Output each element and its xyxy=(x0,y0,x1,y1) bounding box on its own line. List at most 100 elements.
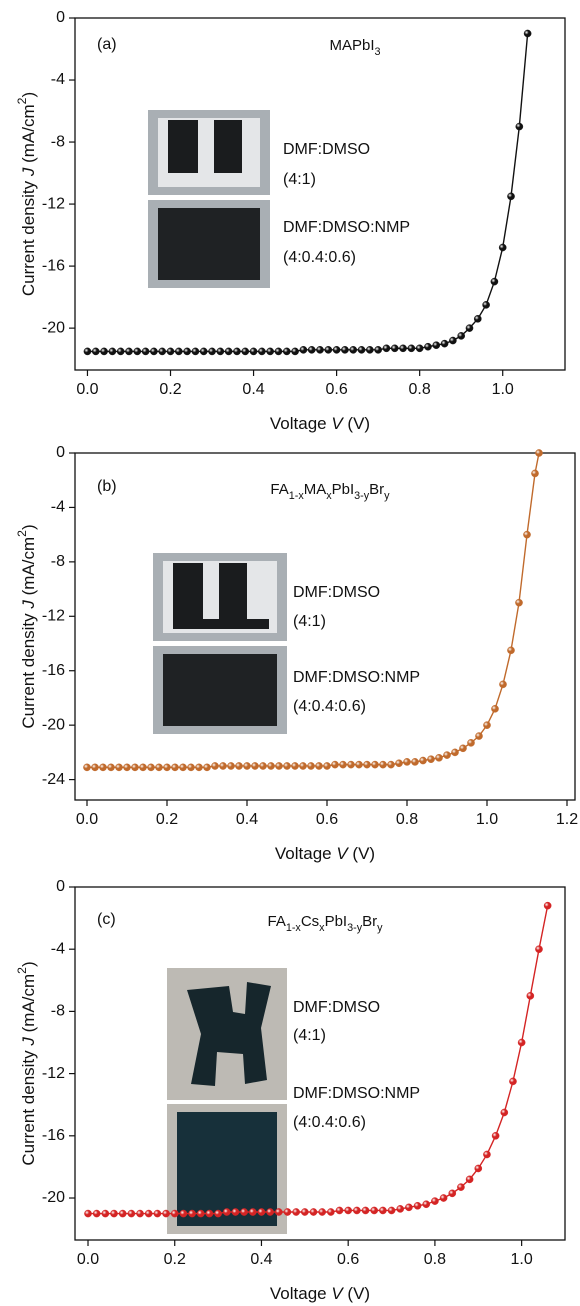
data-point xyxy=(543,901,552,910)
data-point xyxy=(108,347,117,356)
y-tick-label: -16 xyxy=(42,1127,65,1144)
data-point xyxy=(355,760,363,769)
data-point xyxy=(347,760,355,769)
text-segment: Br xyxy=(362,913,377,930)
data-point xyxy=(249,347,258,356)
y-axis-label: Current density J (mA/cm2) xyxy=(15,961,38,1165)
x-tick-label: 0.4 xyxy=(242,381,264,398)
data-point xyxy=(451,748,459,757)
data-point xyxy=(390,344,399,353)
x-tick-label: 0.8 xyxy=(424,1251,446,1268)
data-point xyxy=(405,1203,413,1212)
data-point xyxy=(531,469,539,478)
text-segment: Current density xyxy=(19,176,38,296)
data-point xyxy=(413,1201,422,1210)
inset-label: (4:0.4:0.6) xyxy=(283,249,356,266)
data-point xyxy=(222,1208,231,1216)
x-tick-label: 0.0 xyxy=(77,1251,99,1268)
data-point xyxy=(282,347,291,356)
data-point xyxy=(357,346,366,354)
x-tick-label: 0.8 xyxy=(409,381,431,398)
data-point xyxy=(435,754,443,762)
panel: DMF:DMSO (4:1) DMF:DMSO:NMP (4:0.4:0.6) 0.0 0… xyxy=(15,878,566,1303)
data-point xyxy=(203,763,211,772)
data-point xyxy=(91,763,99,772)
x-tick-label: 0.4 xyxy=(250,1251,272,1268)
data-point xyxy=(235,762,243,770)
film-pattern xyxy=(219,563,247,627)
data-point xyxy=(465,1175,474,1184)
data-point xyxy=(509,1077,517,1086)
x-tick-label: 0.4 xyxy=(236,811,258,828)
y-tick-label: 0 xyxy=(56,878,65,895)
plot-frame xyxy=(74,886,566,1241)
data-point xyxy=(473,315,482,323)
data-point xyxy=(227,762,235,770)
x-tick-label: 0.2 xyxy=(159,381,181,398)
y-tick-label: -12 xyxy=(42,608,65,625)
text-segment: 1-x xyxy=(286,922,302,934)
data-point xyxy=(507,646,515,655)
data-point xyxy=(214,1209,222,1218)
inset-label: DMF:DMSO xyxy=(293,584,380,601)
film xyxy=(177,1112,277,1226)
data-point xyxy=(243,762,251,770)
film-pattern xyxy=(168,120,198,181)
y-tick-label: 0 xyxy=(56,444,65,461)
data-point xyxy=(307,762,315,770)
text-segment: V xyxy=(336,844,349,863)
data-point xyxy=(257,1208,266,1216)
data-point xyxy=(84,1209,92,1218)
data-point xyxy=(387,760,395,769)
data-point xyxy=(515,598,523,607)
text-segment: FA xyxy=(270,481,288,498)
x-tick-label: 0.6 xyxy=(325,381,347,398)
data-point xyxy=(399,344,407,353)
data-point xyxy=(259,762,267,770)
film-pattern xyxy=(214,120,242,181)
data-point xyxy=(155,763,163,772)
data-point xyxy=(163,763,171,772)
text-segment: 3-y xyxy=(354,490,370,502)
data-point xyxy=(339,760,347,769)
text-segment: Voltage xyxy=(270,1284,331,1303)
data-point xyxy=(411,758,419,766)
data-point xyxy=(427,755,435,763)
data-point xyxy=(353,1206,361,1215)
x-axis-label: Voltage V (V) xyxy=(270,414,370,433)
data-point xyxy=(301,1208,309,1216)
data-point xyxy=(171,763,179,772)
text-segment: 2 xyxy=(15,97,29,104)
text-segment: Voltage xyxy=(275,844,336,863)
y-tick-label: -8 xyxy=(51,133,65,150)
data-point xyxy=(309,1208,318,1216)
x-tick-label: 1.0 xyxy=(511,1251,533,1268)
data-point xyxy=(415,344,424,353)
data-point xyxy=(133,347,142,356)
plot-frame xyxy=(74,17,566,371)
chart-title: FA1-xCsxPbI3-yBry xyxy=(267,913,383,934)
text-segment: 1-x xyxy=(289,490,305,502)
data-point xyxy=(419,756,427,765)
data-point xyxy=(292,1208,300,1216)
x-tick-label: 0.2 xyxy=(156,811,178,828)
data-point xyxy=(175,347,183,356)
data-point xyxy=(490,277,499,286)
panel: DMF:DMSO (4:1) DMF:DMSO:NMP (4:0.4:0.6) 0.0 0… xyxy=(15,9,566,433)
data-point xyxy=(335,1206,344,1215)
data-point xyxy=(422,1200,431,1209)
text-segment: (mA/cm xyxy=(19,104,38,167)
data-point xyxy=(382,344,391,353)
data-point xyxy=(240,1208,248,1216)
text-segment: J xyxy=(19,167,38,177)
data-point xyxy=(475,732,483,740)
data-point xyxy=(323,762,331,770)
data-point xyxy=(219,762,227,770)
y-tick-label: -8 xyxy=(51,1003,65,1020)
film xyxy=(158,208,260,280)
x-tick-label: 0.0 xyxy=(76,381,98,398)
data-point xyxy=(341,346,349,354)
data-point xyxy=(258,347,266,356)
text-segment: (mA/cm xyxy=(19,537,38,600)
data-point xyxy=(344,1206,352,1215)
